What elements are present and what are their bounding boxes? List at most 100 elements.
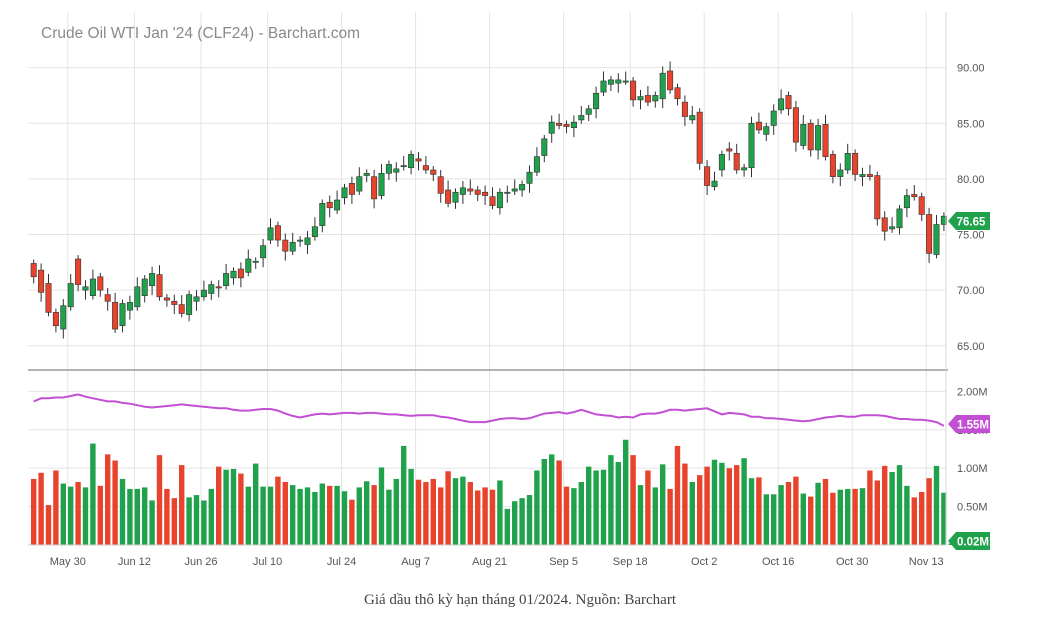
volume-bar (341, 491, 348, 545)
candle (896, 205, 903, 235)
candle-body (393, 168, 400, 173)
volume-bar (645, 470, 651, 545)
candle-body (126, 302, 133, 311)
candle (215, 280, 222, 298)
volume-bar (156, 455, 163, 545)
volume-bar (38, 472, 44, 545)
candle-body (163, 297, 170, 301)
candle (260, 238, 267, 268)
candle-body (681, 101, 688, 117)
candle-body (400, 165, 407, 168)
volume-bar (297, 488, 303, 545)
candle-body (903, 195, 910, 209)
volume-bar (593, 470, 599, 545)
candle (200, 280, 207, 301)
candle-body (274, 225, 281, 241)
candle-body (807, 122, 814, 151)
candle (874, 171, 881, 226)
candle-body (60, 305, 67, 330)
candle-body (45, 283, 52, 313)
volume-bar (408, 468, 414, 545)
candle-body (282, 239, 289, 252)
volume-bar (852, 488, 858, 545)
volume-bar (378, 467, 385, 545)
candle (578, 106, 585, 124)
candle (681, 95, 688, 127)
candle (341, 183, 348, 205)
volume-bar (467, 482, 473, 545)
volume-bar (216, 466, 222, 545)
candle (652, 91, 659, 108)
candle-body (141, 278, 148, 296)
volume-bar (549, 454, 555, 545)
candle (252, 257, 259, 269)
price-tick-label: 65.00 (957, 341, 985, 353)
volume-bar (734, 465, 740, 545)
candle-body (82, 286, 89, 291)
candle-body (696, 111, 703, 164)
price-tick-label: 80.00 (957, 174, 985, 186)
volume-bar (60, 483, 66, 545)
date-tick-label: Aug 21 (472, 556, 507, 568)
last-price-label: 76.65 (957, 217, 986, 229)
volume-bar (689, 482, 695, 545)
candle (741, 163, 748, 177)
volume-bar (186, 497, 192, 545)
candle-body (667, 70, 674, 91)
volume-bar (608, 455, 614, 545)
candle-body (541, 138, 548, 156)
volume-bar (623, 439, 629, 545)
candle (852, 149, 859, 182)
volume-bar (512, 501, 518, 545)
candle (674, 83, 681, 106)
candle (755, 112, 762, 134)
candle (89, 269, 96, 300)
candle (726, 142, 733, 161)
candle (570, 115, 577, 138)
candle-body (119, 303, 126, 327)
candle (837, 163, 844, 187)
candle (748, 116, 755, 178)
volume-bar (941, 492, 947, 545)
candle (385, 160, 392, 180)
candle-body (556, 122, 563, 126)
candle-body (741, 167, 748, 171)
grid-lines (28, 12, 946, 545)
candle-body (637, 96, 644, 101)
candle-body (881, 217, 888, 232)
volume-bar (726, 468, 732, 545)
candle-body (570, 121, 577, 128)
volume-bar (911, 497, 917, 545)
candle (237, 262, 244, 288)
volume-bar (763, 494, 769, 545)
candle-body (874, 175, 881, 220)
candle-body (171, 300, 178, 305)
volume-bar (674, 445, 681, 545)
candle (785, 91, 792, 116)
volume-bar (630, 455, 636, 545)
volume-bar (438, 487, 444, 545)
volume-bar (349, 499, 355, 545)
volume-bar (808, 496, 814, 545)
volume-bar (31, 478, 37, 545)
price-chart: 65.00 70.00 75.00 80.00 85.00 90.00 0.50M 1.00M… (28, 12, 990, 568)
candle-body (852, 152, 859, 175)
candle (208, 280, 215, 301)
candle (82, 280, 89, 300)
volume-bar (771, 494, 777, 545)
candle (911, 184, 918, 201)
candle (119, 299, 126, 333)
candle (844, 143, 851, 174)
candle (415, 152, 422, 171)
volume-bar (319, 483, 325, 545)
candle-body (297, 239, 304, 242)
average-volume-line (33, 393, 945, 427)
volume-bar (112, 460, 118, 545)
candle-body (815, 125, 822, 151)
volume-bar (334, 485, 340, 545)
candle-body (718, 154, 725, 171)
candle (770, 104, 777, 135)
candle (422, 156, 429, 174)
candle (903, 188, 910, 218)
candle-body (89, 278, 96, 296)
